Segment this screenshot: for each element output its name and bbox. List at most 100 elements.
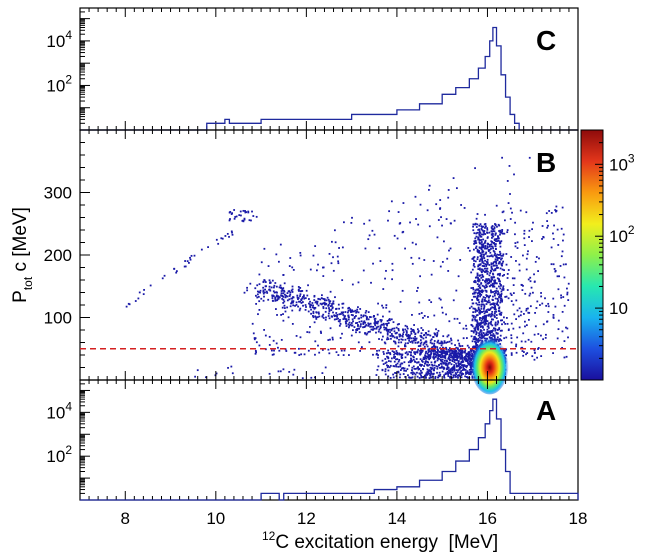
scatter-point xyxy=(537,270,540,272)
scatter-point xyxy=(283,307,286,309)
scatter-point xyxy=(229,218,231,220)
scatter-point xyxy=(521,284,523,286)
scatter-point xyxy=(516,247,519,249)
scatter-point xyxy=(323,298,326,301)
scatter-point xyxy=(480,270,483,273)
scatter-point xyxy=(420,327,423,329)
y-axis-title-p: P xyxy=(10,290,31,303)
scatter-point xyxy=(390,337,392,340)
scatter-point xyxy=(328,252,331,255)
scatter-point xyxy=(377,356,379,359)
scatter-point xyxy=(449,370,452,373)
scatter-point xyxy=(426,209,429,212)
scatter-point xyxy=(357,306,359,309)
scatter-point xyxy=(353,326,356,328)
scatter-point xyxy=(351,310,354,313)
scatter-point xyxy=(330,240,333,243)
scatter-point xyxy=(497,292,500,295)
scatter-point xyxy=(451,349,453,352)
scatter-point xyxy=(500,297,503,300)
scatter-point xyxy=(492,295,494,298)
scatter-point xyxy=(460,352,463,355)
scatter-point xyxy=(480,235,483,238)
scatter-point xyxy=(477,327,480,330)
scatter-point xyxy=(563,276,566,279)
scatter-point xyxy=(401,348,404,351)
scatter-point xyxy=(550,246,553,249)
scatter-point xyxy=(376,368,379,371)
scatter-point xyxy=(268,344,271,346)
scatter-point xyxy=(500,240,503,243)
scatter-point xyxy=(489,307,492,310)
scatter-point xyxy=(510,256,513,258)
scatter-point xyxy=(501,254,504,257)
scatter-point xyxy=(494,234,497,236)
scatter-point xyxy=(325,299,328,302)
scatter-point xyxy=(480,294,483,296)
scatter-point xyxy=(419,345,422,347)
scatter-point xyxy=(434,375,437,378)
scatter-point xyxy=(406,325,408,328)
scatter-point xyxy=(490,230,493,233)
scatter-point xyxy=(288,298,291,301)
scatter-point xyxy=(419,275,422,278)
scatter-point xyxy=(435,203,438,206)
scatter-point xyxy=(473,335,476,338)
scatter-point xyxy=(503,273,506,276)
scatter-point xyxy=(446,367,448,370)
scatter-point xyxy=(280,290,283,292)
scatter-point xyxy=(384,373,387,376)
scatter-point xyxy=(396,337,399,340)
scatter-point xyxy=(481,291,484,294)
scatter-point xyxy=(479,329,482,331)
scatter-point xyxy=(380,320,383,323)
scatter-point xyxy=(478,228,481,231)
scatter-point xyxy=(470,287,473,289)
scatter-point xyxy=(492,272,494,275)
scatter-point xyxy=(552,232,554,235)
scatter-point xyxy=(337,303,340,306)
scatter-point xyxy=(419,342,422,345)
scatter-point xyxy=(255,351,258,354)
scatter-point xyxy=(485,251,488,254)
scatter-point xyxy=(416,371,418,374)
x-tick-label: 10 xyxy=(206,509,225,528)
scatter-point xyxy=(343,317,346,320)
scatter-point xyxy=(481,251,484,254)
scatter-point xyxy=(492,261,495,264)
scatter-point xyxy=(470,371,472,374)
scatter-point xyxy=(494,224,497,226)
scatter-point xyxy=(326,296,329,299)
scatter-point xyxy=(490,255,492,257)
scatter-point xyxy=(483,315,486,318)
scatter-point xyxy=(497,235,499,238)
scatter-point xyxy=(437,355,440,358)
scatter-point xyxy=(562,239,564,242)
scatter-point xyxy=(341,302,344,305)
y-tick-label-exp: 4 xyxy=(65,399,72,413)
scatter-point xyxy=(501,300,503,303)
scatter-point xyxy=(434,355,437,358)
scatter-point xyxy=(400,341,403,344)
scatter-point xyxy=(390,328,393,331)
scatter-point xyxy=(319,298,322,301)
scatter-point xyxy=(480,228,483,231)
scatter-point xyxy=(457,362,460,365)
scatter-point xyxy=(556,337,559,340)
scatter-point xyxy=(428,184,431,187)
scatter-point xyxy=(421,360,424,363)
scatter-point xyxy=(430,371,433,373)
colorbar-tick-label: 103 xyxy=(609,151,635,174)
scatter-point xyxy=(347,318,350,321)
scatter-point xyxy=(426,360,429,363)
scatter-point xyxy=(418,301,421,304)
scatter-point xyxy=(491,225,494,227)
scatter-point xyxy=(257,295,260,298)
scatter-point xyxy=(476,324,479,327)
scatter-point xyxy=(500,294,503,296)
scatter-point xyxy=(125,305,128,308)
scatter-point xyxy=(382,306,385,309)
scatter-point xyxy=(457,355,460,358)
scatter-point xyxy=(446,364,449,366)
